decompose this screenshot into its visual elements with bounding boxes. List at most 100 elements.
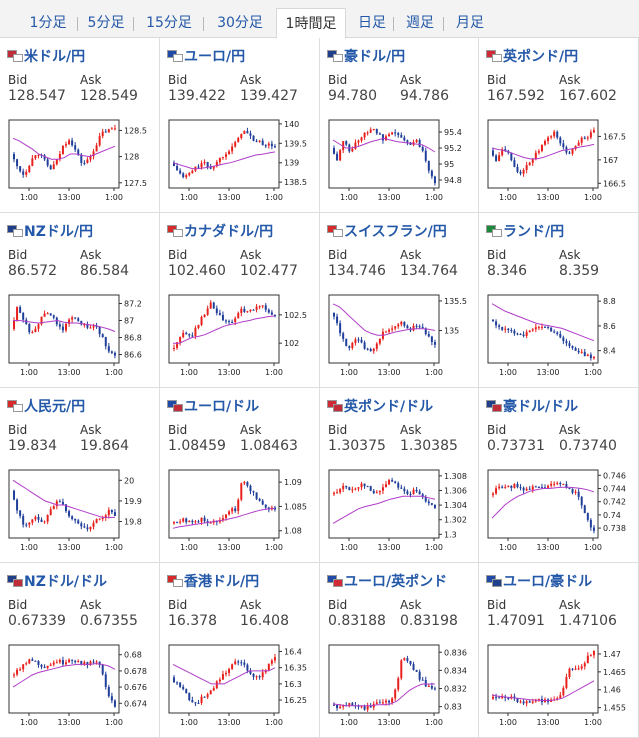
pair-name[interactable]: スイスフラン/円 bbox=[344, 224, 447, 240]
candle-body bbox=[391, 328, 394, 330]
pair-title[interactable]: 英ポンド/ドル bbox=[327, 396, 434, 415]
candle-body bbox=[525, 165, 528, 170]
tab-timeframe-0[interactable]: 1分足 bbox=[29, 15, 67, 31]
pair-name[interactable]: NZドル/ドル bbox=[24, 574, 107, 590]
x-tick-label: 13:00 bbox=[217, 543, 240, 552]
candle-body bbox=[577, 350, 580, 353]
tab-timeframe-7[interactable]: 月足 bbox=[456, 15, 484, 31]
candle-body bbox=[52, 506, 55, 510]
candle-body bbox=[586, 513, 589, 520]
candle-body bbox=[107, 346, 110, 352]
pair-name[interactable]: ユーロ/ドル bbox=[184, 399, 260, 415]
candle-body bbox=[37, 154, 40, 156]
tab-timeframe-1[interactable]: 5分足 bbox=[87, 15, 125, 31]
pair-name[interactable]: 人民元/円 bbox=[24, 399, 86, 415]
pair-title[interactable]: 香港ドル/円 bbox=[167, 571, 260, 590]
tab-timeframe-2[interactable]: 15分足 bbox=[146, 15, 192, 31]
candle-body bbox=[580, 496, 583, 506]
pair-name[interactable]: 豪ドル/円 bbox=[344, 49, 406, 65]
pair-name[interactable]: NZドル/円 bbox=[24, 224, 93, 240]
candle-body bbox=[58, 660, 61, 663]
pair-title[interactable]: 人民元/円 bbox=[7, 396, 86, 415]
candle-body bbox=[110, 351, 113, 353]
candle-body bbox=[333, 312, 335, 317]
pair-name[interactable]: 英ポンド/ドル bbox=[344, 399, 434, 415]
candle-body bbox=[215, 162, 218, 167]
y-tick-label: 19.8 bbox=[124, 518, 142, 527]
ask-value: 86.584 bbox=[80, 263, 129, 279]
candle-body bbox=[261, 672, 264, 678]
moving-average-line bbox=[491, 680, 595, 701]
hourly-candle-chart: 127.5 128 128.5 1:00 13:00 1:00 bbox=[8, 119, 147, 202]
tab-timeframe-3[interactable]: 30分足 bbox=[217, 15, 263, 31]
candle-body bbox=[16, 159, 19, 167]
tab-timeframe-6[interactable]: 週足 bbox=[406, 15, 434, 31]
candle-body bbox=[77, 149, 80, 155]
candle-body bbox=[366, 132, 369, 134]
bid-value: 1.30375 bbox=[328, 438, 386, 454]
currency-card: 米ドル/円 Bid Ask 128.547 128.549 127.5 128 128.5 1:… bbox=[0, 38, 160, 213]
candle-body bbox=[571, 149, 574, 154]
pair-name[interactable]: 香港ドル/円 bbox=[184, 574, 260, 590]
pair-title[interactable]: 英ポンド/円 bbox=[486, 46, 579, 65]
pair-title[interactable]: スイスフラン/円 bbox=[327, 221, 447, 240]
pair-title[interactable]: NZドル/ドル bbox=[7, 571, 107, 590]
pair-title[interactable]: NZドル/円 bbox=[7, 221, 93, 240]
pair-title[interactable]: 米ドル/円 bbox=[7, 46, 86, 65]
y-tick-label: 0.674 bbox=[124, 699, 147, 708]
candle-body bbox=[28, 522, 31, 525]
candle-body bbox=[258, 498, 261, 501]
candle-body bbox=[498, 697, 501, 699]
candle-body bbox=[589, 132, 592, 138]
pair-title[interactable]: 豪ドル/円 bbox=[327, 46, 406, 65]
candle-body bbox=[391, 698, 394, 703]
pair-name[interactable]: ユーロ/円 bbox=[184, 49, 246, 65]
pair-name[interactable]: 豪ドル/ドル bbox=[503, 399, 579, 415]
candle-body bbox=[504, 328, 507, 330]
candle-body bbox=[225, 672, 227, 675]
x-tick-label: 13:00 bbox=[217, 368, 240, 377]
candle-body bbox=[375, 343, 378, 349]
candle-body bbox=[492, 493, 494, 496]
currency-flag-icon bbox=[327, 50, 343, 62]
pair-title[interactable]: ユーロ/円 bbox=[167, 46, 246, 65]
pair-name[interactable]: ランド/円 bbox=[503, 224, 565, 240]
candle-body bbox=[516, 333, 519, 335]
candle-body bbox=[403, 137, 406, 141]
bid-label: Bid bbox=[487, 598, 507, 612]
pair-name[interactable]: ユーロ/豪ドル bbox=[503, 574, 593, 590]
candle-body bbox=[240, 483, 243, 500]
candle-body bbox=[61, 660, 64, 665]
plot-frame bbox=[8, 644, 120, 714]
tab-timeframe-5[interactable]: 日足 bbox=[358, 15, 386, 31]
x-tick-label: 1:00 bbox=[584, 368, 602, 377]
x-tick-label: 1:00 bbox=[265, 543, 283, 552]
pair-name[interactable]: カナダドル/円 bbox=[184, 224, 274, 240]
tab-timeframe-4[interactable]: 1時間足 bbox=[276, 8, 346, 39]
pair-title[interactable]: ユーロ/ドル bbox=[167, 396, 260, 415]
y-tick-label: 0.834 bbox=[444, 666, 467, 675]
pair-name[interactable]: 英ポンド/円 bbox=[503, 49, 579, 65]
candle-body bbox=[80, 661, 83, 665]
pair-title[interactable]: ユーロ/豪ドル bbox=[486, 571, 593, 590]
pair-title[interactable]: ランド/円 bbox=[486, 221, 565, 240]
pair-name[interactable]: 米ドル/円 bbox=[24, 49, 86, 65]
x-tick-label: 13:00 bbox=[377, 368, 400, 377]
ask-label: Ask bbox=[400, 423, 422, 437]
candle-body bbox=[203, 314, 206, 318]
pair-title[interactable]: 豪ドル/ドル bbox=[486, 396, 579, 415]
pair-name[interactable]: ユーロ/英ポンド bbox=[344, 574, 448, 590]
candle-body bbox=[513, 160, 516, 167]
candle-body bbox=[418, 671, 421, 680]
pair-title[interactable]: カナダドル/円 bbox=[167, 221, 274, 240]
candle-body bbox=[89, 661, 92, 666]
candle-body bbox=[433, 504, 436, 509]
pair-title[interactable]: ユーロ/英ポンド bbox=[327, 571, 448, 590]
candle-body bbox=[342, 333, 345, 339]
rate-grid: 米ドル/円 Bid Ask 128.547 128.549 127.5 128 128.5 1:… bbox=[0, 38, 639, 738]
x-tick-label: 1:00 bbox=[499, 193, 517, 202]
candle-body bbox=[391, 132, 394, 135]
y-tick-label: 128 bbox=[124, 153, 139, 162]
hourly-candle-chart: 1.3 1.302 1.304 1.306 1.308 1:00 13:00 1:00 bbox=[328, 469, 467, 552]
hourly-candle-chart: 135 135.5 1:00 13:00 1:00 bbox=[328, 294, 467, 377]
